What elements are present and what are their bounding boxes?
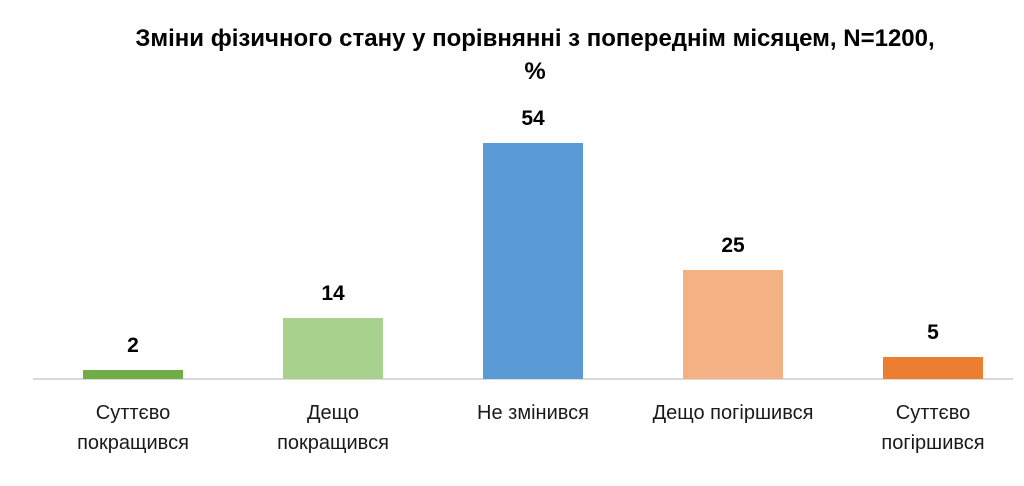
x-category-label-4: Дещо погіршився [652,402,814,424]
bar-3 [483,143,583,379]
bar-value-label-2: 14 [321,282,345,305]
chart-title-text: Зміни фізичного стану у порівнянні з поп… [135,25,935,85]
x-category-label-3: Не змінився [477,402,589,424]
bar-1 [83,370,183,379]
bar-value-label-4: 25 [721,234,745,257]
x-category-label-1: Суттєво покращився [77,402,189,454]
x-category-label-5: Суттєво погіршився [881,402,985,454]
bar-4 [683,270,783,379]
x-category-label-2: Дещо покращився [277,402,389,454]
bar-value-label-1: 2 [127,334,139,357]
bar-2 [283,318,383,379]
bar-5 [883,357,983,379]
bar-value-label-3: 54 [521,107,545,130]
bar-value-label-5: 5 [927,321,939,344]
x-axis-line [33,378,1013,380]
chart-title: Зміни фізичного стану у порівнянні з поп… [35,22,1024,88]
